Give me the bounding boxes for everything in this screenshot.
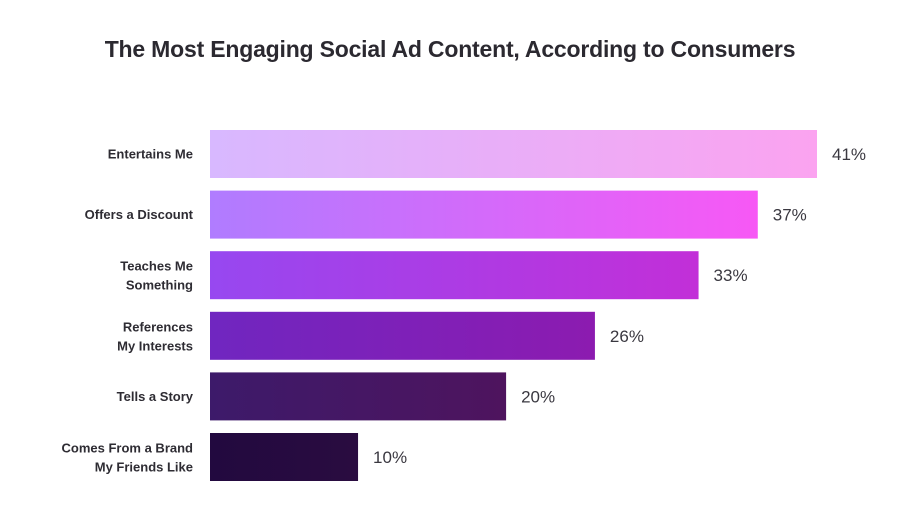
value-label: 33% xyxy=(714,266,748,285)
chart-title: The Most Engaging Social Ad Content, Acc… xyxy=(104,36,796,62)
category-label: Teaches Me Something xyxy=(120,259,193,293)
bar xyxy=(210,433,359,481)
category-label-line: Tells a Story xyxy=(117,389,194,404)
bar xyxy=(210,251,699,300)
category-label-line: Something xyxy=(126,278,193,293)
category-label: Tells a Story xyxy=(117,389,194,404)
category-label-line: Entertains Me xyxy=(108,147,193,162)
value-label: 37% xyxy=(773,206,807,225)
category-label-line: Comes From a Brand xyxy=(62,441,194,456)
category-label: Offers a Discount xyxy=(85,207,194,222)
value-label: 41% xyxy=(832,145,866,164)
bar xyxy=(210,372,507,421)
category-label-line: Offers a Discount xyxy=(85,207,194,222)
bar xyxy=(210,130,817,178)
category-label: Entertains Me xyxy=(108,147,193,162)
category-label-line: References xyxy=(123,319,193,334)
category-label: References My Interests xyxy=(117,319,193,353)
category-label: Comes From a Brand My Friends Like xyxy=(62,441,194,475)
category-label-line: My Friends Like xyxy=(95,460,193,475)
category-label-line: Teaches Me xyxy=(120,259,193,274)
bar xyxy=(210,311,595,360)
bar xyxy=(210,190,758,239)
category-label-line: My Interests xyxy=(117,338,193,353)
value-label: 20% xyxy=(521,387,555,406)
value-label: 26% xyxy=(610,327,644,346)
value-label: 10% xyxy=(373,448,407,467)
